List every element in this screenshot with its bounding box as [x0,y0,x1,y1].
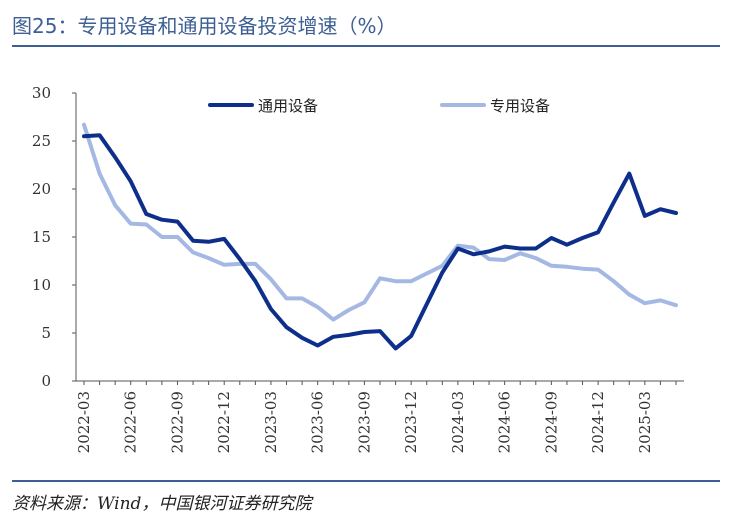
series-line-专用设备 [82,122,678,322]
source-note: 资料来源：Wind，中国银河证券研究院 [12,494,312,514]
y-tick-label: 5 [41,324,51,342]
x-tick-label: 2023-12 [402,391,420,453]
x-tick-label: 2024-06 [496,391,514,453]
legend: 通用设备 专用设备 [208,97,550,115]
x-tick-label: 2024-03 [449,391,467,453]
x-tick-label: 2023-03 [262,391,280,453]
x-tick-label: 2023-09 [355,391,373,453]
axes: 0 5 10 15 20 25 30 2022-03 2022-06 2022-09 2022-12… [32,84,684,453]
legend-label: 专用设备 [490,97,550,115]
series-line-通用设备 [82,133,678,351]
line-chart: 0 5 10 15 20 25 30 2022-03 2022-06 2022-09 2022-12… [32,84,684,453]
x-tick-label: 2024-09 [542,391,560,453]
source-rule [12,480,720,482]
title-rule [12,45,720,47]
y-tick-label: 15 [32,228,51,246]
y-tick-label: 25 [32,132,51,150]
figure-title: 图25：专用设备和通用设备投资增速（%） [12,14,397,38]
x-tick-label: 2022-09 [168,391,186,453]
y-tick-label: 30 [32,84,51,102]
y-tick-label: 20 [32,180,51,198]
x-tick-label: 2023-06 [309,391,327,453]
legend-label: 通用设备 [258,97,318,115]
y-tick-label: 0 [41,372,51,390]
x-tick-label: 2025-03 [636,391,654,453]
x-tick-label: 2024-12 [589,391,607,453]
x-tick-label: 2022-12 [215,391,233,453]
x-tick-label: 2022-06 [122,391,140,453]
x-tick-label: 2022-03 [75,391,93,453]
series-layer [82,122,678,351]
y-tick-label: 10 [32,276,51,294]
